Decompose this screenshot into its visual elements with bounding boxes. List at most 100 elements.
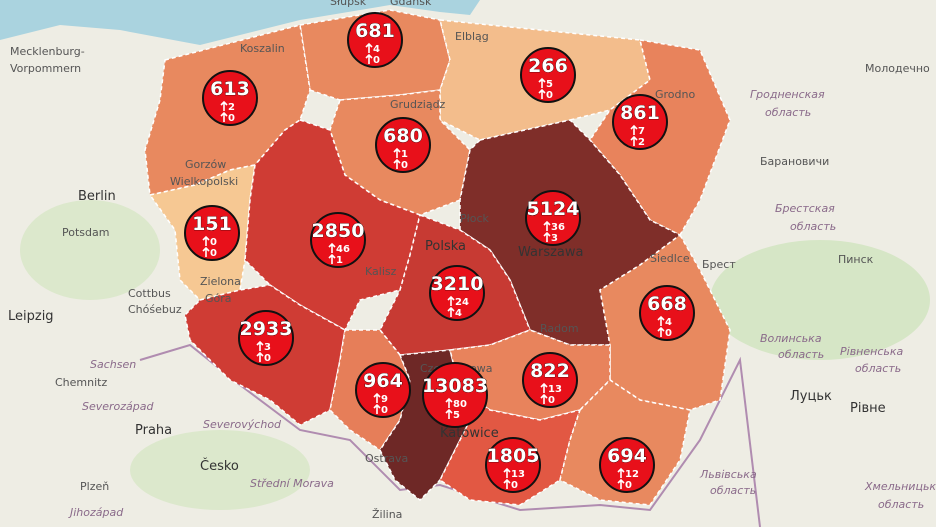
case-count: 681	[355, 20, 395, 42]
new-deaths: 5	[453, 410, 460, 421]
new-cases: 1	[401, 149, 408, 160]
arrow-icon	[365, 53, 373, 64]
place-label: Siedlce	[650, 252, 690, 265]
arrow-icon	[630, 135, 638, 146]
new-deaths: 0	[210, 248, 217, 259]
new-cases: 46	[336, 244, 350, 255]
new-deaths: 0	[401, 160, 408, 171]
new-deaths: 0	[373, 55, 380, 66]
new-deaths: 4	[455, 308, 462, 319]
place-label: Radom	[540, 322, 579, 335]
arrow-icon	[445, 408, 453, 419]
place-label: Zielona	[200, 275, 241, 288]
case-count: 964	[363, 370, 403, 392]
arrow-icon	[220, 111, 228, 122]
case-count: 1805	[487, 445, 540, 467]
case-bubble	[184, 205, 240, 261]
forest	[20, 200, 160, 300]
arrow-icon	[657, 315, 665, 326]
place-label: Gorzów	[185, 158, 226, 171]
place-label: область	[855, 362, 901, 375]
arrow-icon	[373, 403, 381, 414]
case-bubble	[347, 12, 403, 68]
case-count: 613	[210, 78, 250, 100]
sea	[0, 0, 480, 45]
place-label: Mecklenburg-	[10, 45, 85, 58]
place-label: Chemnitz	[55, 376, 107, 389]
case-bubble	[520, 47, 576, 103]
place-label: Grodno	[655, 88, 695, 101]
case-bubble	[202, 70, 258, 126]
labels: Berlin Potsdam Cottbus Chóśebuz Leipzig Sachs…	[8, 0, 936, 521]
place-label: Grudziądz	[390, 98, 446, 111]
place-label: Słupsk	[330, 0, 367, 8]
new-cases: 2	[228, 102, 235, 113]
case-bubble	[375, 117, 431, 173]
case-count: 822	[530, 360, 570, 382]
place-label: Рівне	[850, 401, 886, 416]
new-deaths: 0	[264, 353, 271, 364]
place-label: Katowice	[440, 426, 499, 441]
place-label: Warszawa	[518, 245, 584, 260]
case-count: 680	[383, 125, 423, 147]
place-label: Ostrava	[365, 452, 408, 465]
arrow-icon	[538, 88, 546, 99]
case-bubble	[599, 437, 655, 493]
place-label: Chóśebuz	[128, 303, 182, 316]
place-label: Kalisz	[365, 265, 397, 278]
place-label: Львівська	[699, 468, 757, 481]
new-cases: 4	[373, 44, 380, 55]
new-cases: 13	[548, 384, 562, 395]
arrow-icon	[373, 392, 381, 403]
arrow-icon	[447, 306, 455, 317]
case-bubble	[522, 352, 578, 408]
place-label: Волинська	[760, 332, 822, 345]
case-bubble	[310, 212, 366, 268]
place-label: Střední Morava	[250, 477, 334, 490]
arrow-icon	[365, 42, 373, 53]
new-deaths: 0	[511, 480, 518, 491]
case-bubble	[485, 437, 541, 493]
place-label: Góra	[205, 292, 232, 305]
place-label: Severozápad	[82, 400, 155, 413]
new-deaths: 2	[638, 137, 645, 148]
place-label: Žilina	[372, 508, 402, 521]
place-label: Wielkopolski	[170, 175, 238, 188]
case-bubble	[238, 310, 294, 366]
new-deaths: 1	[336, 255, 343, 266]
place-label: Leipzig	[8, 309, 54, 324]
place-label: Severovýchod	[203, 418, 282, 431]
place-label: Брестская	[775, 202, 835, 215]
new-cases: 0	[210, 237, 217, 248]
place-label: Berlin	[78, 189, 116, 204]
arrow-icon	[543, 231, 551, 242]
new-deaths: 0	[665, 328, 672, 339]
new-deaths: 0	[625, 480, 632, 491]
place-label: Gdańsk	[390, 0, 432, 8]
new-cases: 7	[638, 126, 645, 137]
arrow-icon	[445, 397, 453, 408]
place-label: Praha	[135, 423, 172, 438]
place-label: Молодечно	[865, 62, 930, 75]
place-label: Брест	[702, 258, 736, 271]
case-count: 861	[620, 102, 660, 124]
case-bubble	[355, 362, 411, 418]
place-label: область	[765, 106, 811, 119]
place-label: Хмельницька	[864, 480, 936, 493]
arrow-icon	[543, 220, 551, 231]
arrow-icon	[503, 467, 511, 478]
new-deaths: 0	[228, 113, 235, 124]
place-label: область	[710, 484, 756, 497]
new-cases: 12	[625, 469, 639, 480]
arrow-icon	[617, 467, 625, 478]
case-count: 151	[192, 213, 232, 235]
place-label: Гродненская	[750, 88, 825, 101]
place-label: Пинск	[838, 253, 874, 266]
arrow-icon	[256, 340, 264, 351]
new-cases: 3	[264, 342, 271, 353]
place-label: Koszalin	[240, 42, 285, 55]
place-label: Potsdam	[62, 226, 109, 239]
place-label: Česko	[200, 458, 239, 474]
place-label: Jihozápad	[68, 506, 124, 519]
